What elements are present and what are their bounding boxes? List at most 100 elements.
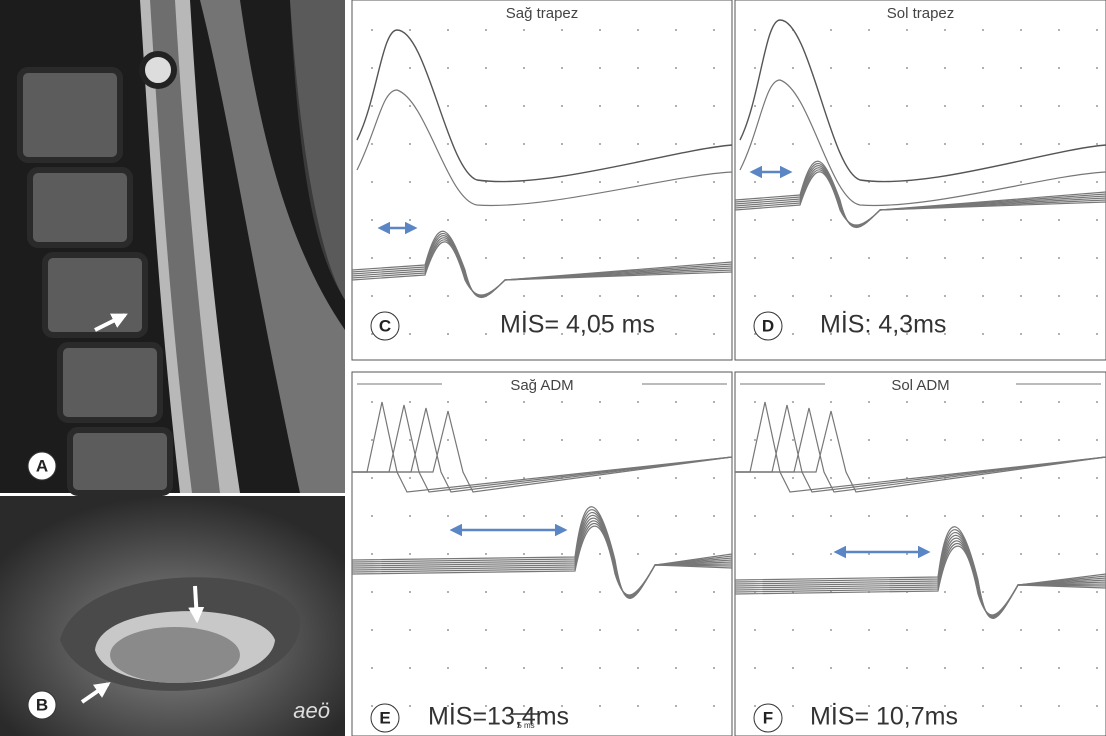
grid-dot	[599, 667, 601, 669]
grid-dot	[523, 181, 525, 183]
grid-dot	[599, 477, 601, 479]
grid-dot	[675, 29, 677, 31]
grid-dot	[754, 29, 756, 31]
grid-dot	[868, 667, 870, 669]
grid-dot	[713, 105, 715, 107]
grid-dot	[830, 29, 832, 31]
grid-dot	[982, 553, 984, 555]
grid-dot	[371, 667, 373, 669]
grid-dot	[754, 105, 756, 107]
grid-dot	[371, 181, 373, 183]
grid-dot	[713, 333, 715, 335]
grid-dot	[561, 219, 563, 221]
grid-dot	[523, 295, 525, 297]
grid-dot	[830, 667, 832, 669]
grid-dot	[906, 401, 908, 403]
grid-dot	[906, 629, 908, 631]
grid-dot	[599, 553, 601, 555]
grid-dot	[944, 257, 946, 259]
grid-dot	[523, 629, 525, 631]
grid-dot	[1096, 29, 1098, 31]
grid-dot	[982, 667, 984, 669]
grid-dot	[1058, 591, 1060, 593]
grid-dot	[599, 143, 601, 145]
grid-dot	[1020, 439, 1022, 441]
grid-dot	[523, 143, 525, 145]
grid-dot	[1058, 333, 1060, 335]
grid-dot	[982, 181, 984, 183]
grid-dot	[906, 553, 908, 555]
trace	[356, 29, 733, 183]
grid-dot	[1096, 591, 1098, 593]
grid-dot	[637, 333, 639, 335]
grid-dot	[906, 67, 908, 69]
grid-dot	[523, 515, 525, 517]
grid-dot	[713, 29, 715, 31]
grid-dot	[1096, 629, 1098, 631]
grid-dot	[944, 105, 946, 107]
grid-dot	[944, 67, 946, 69]
grid-dot	[944, 29, 946, 31]
grid-dot	[523, 553, 525, 555]
grid-dot	[754, 143, 756, 145]
grid-dot	[675, 591, 677, 593]
grid-dot	[754, 667, 756, 669]
grid-dot	[982, 257, 984, 259]
grid-dot	[868, 143, 870, 145]
grid-dot	[637, 515, 639, 517]
panel-letter: F	[763, 708, 773, 727]
grid-dot	[409, 667, 411, 669]
grid-dot	[599, 219, 601, 221]
grid-dot	[371, 105, 373, 107]
grid-dot	[675, 439, 677, 441]
grid-dot	[754, 295, 756, 297]
grid-dot	[792, 143, 794, 145]
grid-dot	[792, 439, 794, 441]
grid-dot	[599, 105, 601, 107]
grid-dot	[675, 553, 677, 555]
grid-dot	[599, 181, 601, 183]
recording-title: Sol trapez	[887, 5, 955, 22]
grid-dot	[561, 257, 563, 259]
grid-dot	[409, 257, 411, 259]
grid-dot	[868, 705, 870, 707]
grid-dot	[523, 477, 525, 479]
grid-dot	[906, 439, 908, 441]
grid-dot	[523, 219, 525, 221]
grid-dot	[1096, 553, 1098, 555]
grid-dot	[1058, 295, 1060, 297]
grid-dot	[1020, 667, 1022, 669]
grid-dot	[637, 477, 639, 479]
grid-dot	[906, 515, 908, 517]
grid-dot	[1020, 401, 1022, 403]
grid-dot	[371, 515, 373, 517]
grid-dot	[944, 295, 946, 297]
trace	[739, 79, 1106, 207]
grid-dot	[1096, 181, 1098, 183]
grid-dot	[830, 67, 832, 69]
grid-dot	[485, 591, 487, 593]
grid-dot	[792, 333, 794, 335]
grid-dot	[485, 705, 487, 707]
grid-dot	[982, 591, 984, 593]
grid-dot	[523, 591, 525, 593]
grid-dot	[409, 401, 411, 403]
grid-dot	[713, 667, 715, 669]
grid-dot	[409, 439, 411, 441]
grid-dot	[830, 295, 832, 297]
grid-dot	[675, 401, 677, 403]
grid-dot	[1096, 333, 1098, 335]
grid-dot	[599, 705, 601, 707]
grid-dot	[1096, 401, 1098, 403]
latency-label: MİS: 4,3ms	[820, 310, 946, 339]
grid-dot	[1020, 591, 1022, 593]
grid-dot	[485, 629, 487, 631]
grid-dot	[792, 257, 794, 259]
grid-dot	[485, 477, 487, 479]
grid-dot	[447, 181, 449, 183]
grid-dot	[599, 29, 601, 31]
trace	[351, 525, 733, 596]
grid-dot	[830, 439, 832, 441]
grid-dot	[485, 219, 487, 221]
recording-panel	[351, 371, 733, 736]
